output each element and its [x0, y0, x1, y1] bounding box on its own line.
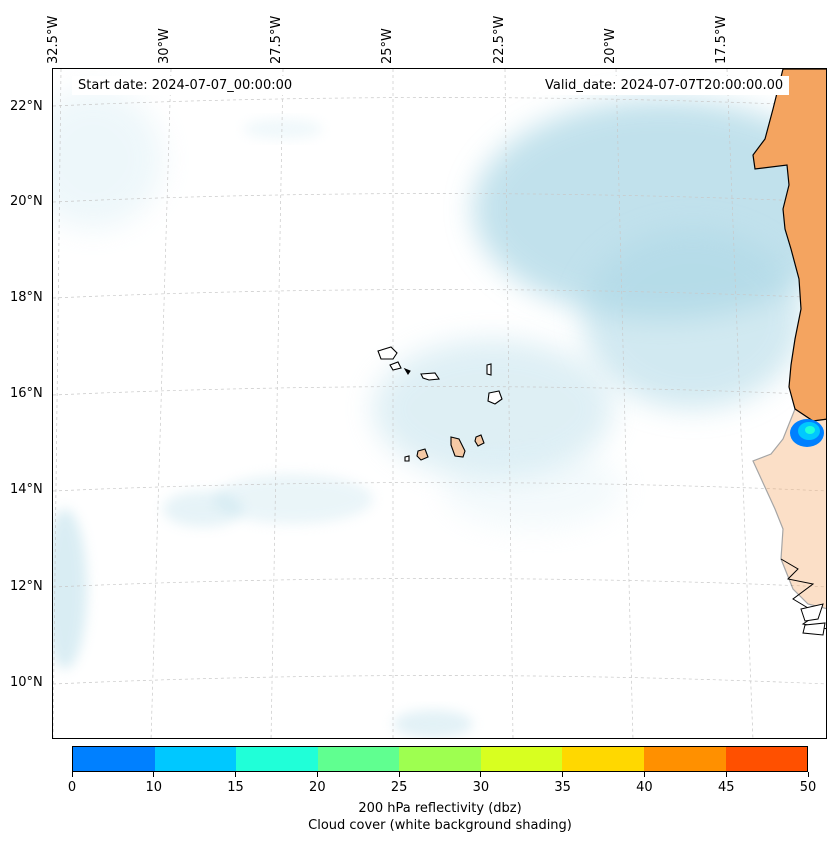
- gridline-lon-22-5w: [504, 69, 514, 738]
- colorbar-tick-label: 35: [554, 780, 571, 795]
- colorbar-tick-label: 30: [472, 780, 490, 795]
- colorbar-tickmark: [316, 772, 318, 777]
- colorbar-swatch-7: [643, 747, 726, 771]
- coast-guinea-bissau: [780, 558, 826, 630]
- cloud-patch-south-center: [443, 449, 623, 529]
- colorbar: [72, 746, 808, 772]
- gridline-lon-27-5w: [270, 69, 284, 738]
- colorbar-swatch-1: [154, 747, 237, 771]
- colorbar-tick-label: 50: [799, 780, 817, 795]
- colorbar-swatch-4: [399, 747, 481, 771]
- island-santa-luzia: [403, 367, 411, 376]
- colorbar-tick-label: 20: [309, 780, 326, 795]
- colorbar-tickmark: [480, 772, 482, 777]
- island-maio: [474, 434, 485, 447]
- colorbar-swatch-0: [73, 747, 155, 771]
- cape-verde-islands: [377, 346, 503, 462]
- map-panel[interactable]: [52, 68, 827, 739]
- colorbar-tickmark: [235, 772, 237, 777]
- island-boa-vista: [487, 390, 503, 405]
- valid-date-label: Valid_date: 2024-07-07T20:00:00.00: [539, 76, 790, 95]
- island-sal: [486, 363, 492, 376]
- cloud-patch-southwest: [213, 474, 373, 524]
- lat-label-10n: 10°N: [10, 675, 43, 690]
- colorbar-tick-label: 15: [227, 780, 244, 795]
- colorbar-tickmark: [807, 772, 809, 777]
- colorbar-tick-label: 40: [636, 780, 653, 795]
- cloud-patch-northwest: [53, 89, 163, 229]
- gridline-lon-30w: [150, 69, 172, 738]
- colorbar-swatch-6: [562, 747, 644, 771]
- gridline-lat-14n: [53, 482, 826, 492]
- colorbar-swatch-2: [236, 747, 318, 771]
- lon-label-27-5w: 27.5°W: [269, 15, 284, 64]
- gridline-lat-22n: [53, 97, 826, 107]
- lat-label-14n: 14°N: [10, 482, 43, 497]
- gridline-lat-18n: [53, 289, 826, 299]
- colorbar-tickmark: [562, 772, 564, 777]
- island-fogo: [416, 448, 429, 461]
- island-sao-vicente: [389, 361, 402, 371]
- colorbar-tick-label: 25: [390, 780, 408, 795]
- coast-islands-south: [800, 603, 826, 636]
- colorbar-swatch-5: [480, 747, 563, 771]
- gridline-lon-32-5w: [53, 69, 62, 738]
- lat-label-18n: 18°N: [10, 290, 43, 305]
- gridline-lat-20n: [53, 193, 826, 203]
- colorbar-tickmark: [398, 772, 400, 777]
- island-sao-nicolau: [420, 372, 440, 381]
- colorbar-tick-label: 10: [145, 780, 163, 795]
- lon-label-32-5w: 32.5°W: [46, 15, 61, 64]
- africa-coast: [752, 69, 826, 636]
- gridline-lon-20w: [615, 69, 634, 738]
- colorbar-label-reflectivity: 200 hPa reflectivity (dbz): [358, 801, 522, 816]
- colorbar-tickmark: [725, 772, 727, 777]
- cloud-cover-shading: [53, 89, 826, 738]
- lat-label-16n: 16°N: [10, 386, 43, 401]
- cloud-patch-west-scatter: [163, 491, 243, 527]
- land-mauritania: [752, 69, 826, 422]
- island-santo-antao: [377, 346, 398, 360]
- lat-label-12n: 12°N: [10, 579, 43, 594]
- gridline-lat-16n: [53, 386, 826, 396]
- gridline-lon-17-5w: [726, 69, 754, 738]
- colorbar-tick-label: 0: [67, 780, 77, 795]
- lon-label-20w: 20°W: [603, 28, 618, 64]
- cloud-patch-west: [53, 509, 87, 669]
- graticule: [53, 69, 826, 738]
- cloud-patch-central: [583, 229, 803, 409]
- lon-label-22-5w: 22.5°W: [492, 15, 507, 64]
- island-brava: [404, 455, 410, 462]
- map-canvas: [53, 69, 826, 738]
- lon-label-25w: 25°W: [380, 28, 395, 64]
- cloud-patch-streak: [243, 119, 323, 139]
- colorbar-tick-label: 45: [717, 780, 735, 795]
- start-date-label: Start date: 2024-07-07_00:00:00: [72, 76, 299, 95]
- island-santiago: [450, 436, 466, 458]
- gridline-lat-10n: [53, 675, 826, 685]
- colorbar-swatch-8: [725, 747, 808, 771]
- colorbar-tickmark: [71, 772, 73, 777]
- cloud-patch-bottom: [393, 710, 473, 738]
- lon-label-30w: 30°W: [157, 28, 172, 64]
- colorbar-tickmark: [643, 772, 645, 777]
- colorbar-swatch-3: [317, 747, 400, 771]
- lat-label-22n: 22°N: [10, 99, 43, 114]
- gridline-lat-12n: [53, 578, 826, 588]
- reflectivity-core: [805, 426, 815, 434]
- reflectivity-cell: [790, 419, 824, 447]
- lon-label-17-5w: 17.5°W: [714, 15, 729, 64]
- colorbar-tickmark: [153, 772, 155, 777]
- lat-label-20n: 20°N: [10, 194, 43, 209]
- colorbar-label-cloud: Cloud cover (white background shading): [308, 818, 572, 833]
